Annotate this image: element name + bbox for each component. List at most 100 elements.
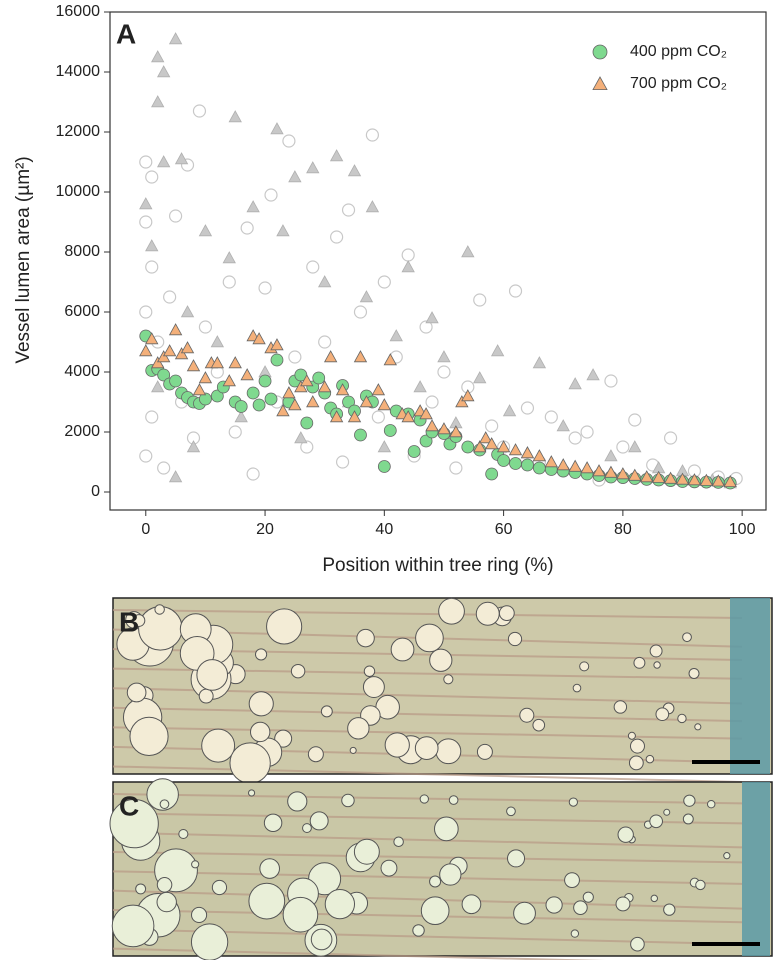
- ray: [112, 851, 743, 864]
- vessel: [419, 794, 429, 804]
- circle-point: [199, 392, 212, 406]
- triangle-point: [604, 465, 618, 478]
- vessel: [250, 721, 271, 743]
- triangle-point: [580, 461, 594, 474]
- vessel: [433, 816, 459, 842]
- vessel: [688, 667, 700, 679]
- circle-point: [139, 305, 153, 319]
- vessel: [429, 648, 453, 672]
- circle-point: [282, 134, 296, 148]
- vessel: [420, 896, 450, 926]
- triangle-point: [556, 458, 570, 471]
- ray: [112, 609, 743, 620]
- circle-point: [532, 461, 546, 475]
- vessel: [412, 924, 425, 937]
- circle-point: [139, 155, 153, 169]
- circle-point: [521, 458, 534, 472]
- circle-point: [252, 398, 266, 412]
- triangle-point: [270, 338, 284, 351]
- triangle-point: [151, 50, 165, 63]
- circle-point: [663, 431, 678, 445]
- triangle-point: [711, 474, 725, 487]
- x-tick-label: 20: [256, 521, 274, 538]
- triangle-point: [186, 440, 201, 453]
- circle-point: [401, 248, 415, 262]
- vessel: [475, 601, 500, 626]
- vessel: [363, 665, 376, 678]
- vessel: [146, 778, 179, 811]
- circle-point: [228, 425, 242, 439]
- triangle-point: [347, 410, 362, 423]
- vessel: [649, 814, 663, 829]
- triangle-point: [353, 350, 368, 363]
- triangle-point: [359, 290, 374, 303]
- y-tick-label: 14000: [56, 63, 101, 80]
- triangle-point: [723, 474, 737, 488]
- vessel: [627, 731, 636, 740]
- triangle-point: [347, 164, 362, 177]
- vessel: [663, 808, 671, 816]
- triangle-point: [556, 419, 570, 432]
- vessel: [532, 718, 546, 732]
- vessel: [341, 793, 355, 808]
- vessel: [248, 789, 256, 797]
- triangle-point: [306, 161, 320, 174]
- vessel: [448, 795, 459, 805]
- circle-point: [485, 467, 499, 481]
- circle-point: [139, 449, 153, 463]
- vessel: [582, 891, 594, 903]
- vessel: [190, 923, 229, 961]
- vessel: [649, 644, 663, 658]
- vessel: [380, 859, 398, 877]
- triangle-point: [425, 419, 439, 432]
- triangle-point: [168, 323, 183, 336]
- circle-point: [139, 215, 153, 229]
- vessel: [723, 852, 731, 860]
- vessel: [353, 838, 380, 865]
- circle-point: [240, 221, 254, 235]
- vessel: [156, 877, 173, 893]
- vessel: [282, 896, 319, 933]
- circle-point: [509, 457, 522, 470]
- circle-point: [497, 454, 511, 467]
- triangle-point: [234, 410, 248, 423]
- vessel: [682, 632, 692, 643]
- triangle-point: [425, 311, 439, 324]
- triangle-point: [401, 410, 415, 423]
- circle-point: [145, 170, 159, 184]
- triangle-point: [318, 380, 332, 393]
- triangle-point: [174, 152, 189, 165]
- triangle-point: [329, 410, 344, 423]
- triangle-point: [156, 155, 171, 168]
- circle-point: [485, 419, 499, 433]
- vessel: [390, 637, 415, 662]
- legend-label: 700 ppm CO₂: [630, 75, 727, 92]
- triangle-point: [276, 224, 290, 237]
- circle-point: [157, 368, 171, 382]
- circle-point: [145, 260, 159, 274]
- triangle-point: [151, 95, 165, 108]
- circle-point: [520, 401, 535, 415]
- vessel: [663, 903, 676, 916]
- vessel: [439, 863, 462, 886]
- triangle-point: [192, 383, 207, 396]
- triangle-point: [479, 431, 493, 444]
- vessel: [579, 661, 590, 672]
- vessel: [229, 742, 271, 784]
- circle-point: [312, 371, 326, 385]
- vessel: [156, 891, 177, 913]
- vessel: [629, 738, 645, 754]
- triangle-point: [139, 344, 153, 357]
- vessel: [191, 906, 208, 924]
- ray: [112, 831, 743, 849]
- circle-point: [354, 428, 367, 442]
- y-tick-label: 16000: [56, 3, 101, 20]
- vessel: [564, 872, 580, 889]
- vessel: [248, 882, 286, 920]
- triangle-point: [401, 260, 415, 273]
- y-tick-label: 6000: [64, 303, 100, 320]
- vessel: [507, 631, 523, 647]
- triangle-point: [437, 350, 451, 363]
- circle-point: [377, 460, 391, 473]
